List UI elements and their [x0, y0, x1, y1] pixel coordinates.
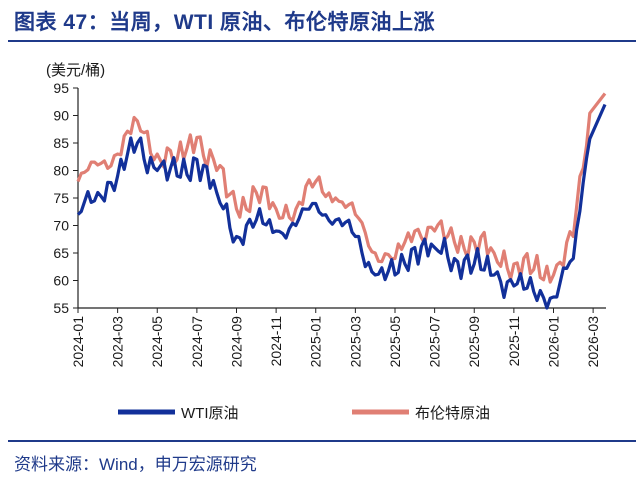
- x-tick-label: 2024-09: [228, 316, 244, 368]
- legend-label: WTI原油: [181, 405, 239, 422]
- x-tick-label: 2025-03: [347, 316, 363, 368]
- line-chart: (美元/桶) 55 60 65 70 75 80 85 90 95 2024-01 2024-03…: [46, 62, 607, 422]
- chart-title: 图表 47：当周，WTI 原油、布伦特原油上涨: [14, 11, 436, 34]
- x-tick-label: 2026-03: [585, 316, 601, 368]
- y-tick-label: 55: [53, 300, 69, 316]
- x-tick-label: 2024-03: [110, 316, 126, 368]
- legend: WTI原油 布伦特原油: [118, 405, 490, 422]
- footer-divider: [8, 440, 636, 442]
- x-axis: 2024-01 2024-03 2024-05 2024-07 2024-09 2024-…: [70, 307, 606, 368]
- y-tick-label: 70: [53, 218, 69, 234]
- series-line-布伦特原油: [76, 92, 607, 284]
- y-tick-label: 90: [53, 108, 69, 124]
- series-layer: [76, 92, 607, 310]
- x-tick-label: 2024-07: [189, 316, 205, 368]
- y-tick-label: 60: [53, 273, 69, 289]
- y-axis: 55 60 65 70 75 80 85 90 95: [53, 80, 79, 316]
- x-tick-label: 2024-05: [149, 316, 165, 368]
- y-tick-label: 75: [53, 190, 69, 206]
- x-tick-label: 2025-11: [506, 316, 522, 367]
- y-tick-label: 65: [53, 245, 69, 261]
- legend-label: 布伦特原油: [415, 405, 490, 422]
- x-tick-label: 2024-11: [268, 316, 284, 367]
- x-tick-label: 2026-01: [545, 316, 561, 368]
- source-note: 资料来源：Wind，申万宏源研究: [14, 455, 257, 474]
- x-tick-label: 2025-01: [308, 316, 324, 368]
- x-tick-label: 2024-01: [70, 316, 86, 368]
- series-line-WTI原油: [76, 103, 607, 310]
- y-tick-label: 80: [53, 163, 69, 179]
- y-tick-label: 95: [53, 80, 69, 96]
- x-tick-label: 2025-05: [387, 316, 403, 368]
- y-axis-unit-label: (美元/桶): [46, 62, 105, 79]
- title-divider: [8, 40, 636, 42]
- x-tick-label: 2025-09: [466, 316, 482, 368]
- x-tick-label: 2025-07: [427, 316, 443, 368]
- y-tick-label: 85: [53, 135, 69, 151]
